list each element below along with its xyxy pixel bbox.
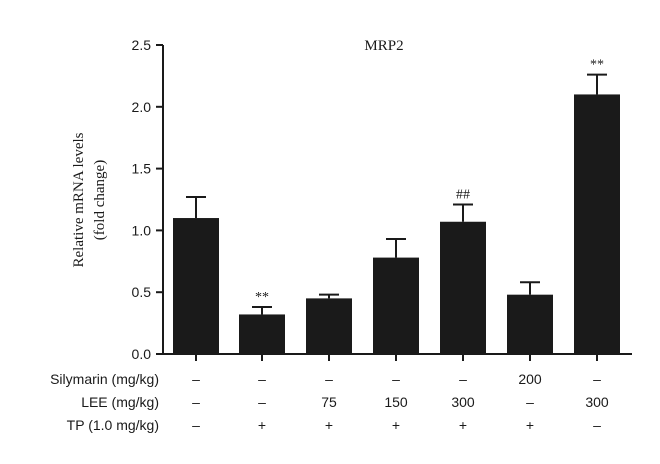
significance-label: ** — [590, 58, 604, 73]
treatment-cell: + — [325, 417, 333, 433]
significance-label: ** — [255, 290, 269, 305]
bar — [306, 298, 352, 354]
y-tick-label: 2.5 — [132, 37, 152, 53]
treatment-cell: – — [392, 371, 400, 387]
treatment-cell: – — [192, 371, 200, 387]
y-axis-label-line-1: Relative mRNA levels — [71, 132, 87, 267]
bar — [373, 257, 419, 354]
treatment-row-label: TP (1.0 mg/kg) — [67, 417, 159, 433]
bar — [239, 314, 285, 354]
treatment-cell: – — [258, 371, 266, 387]
y-tick-label: 2.0 — [132, 99, 152, 115]
treatment-cell: 300 — [451, 394, 475, 410]
treatment-cell: + — [258, 417, 266, 433]
treatment-cell: 300 — [585, 394, 609, 410]
treatment-cell: – — [192, 394, 200, 410]
treatment-cell: + — [459, 417, 467, 433]
y-axis: 0.0 0.5 1.0 1.5 2.0 2.5 — [132, 37, 164, 362]
treatment-cell: + — [526, 417, 534, 433]
bars: ** ## ** — [173, 58, 620, 354]
significance-label: ## — [456, 187, 470, 202]
treatment-row-label: LEE (mg/kg) — [81, 394, 159, 410]
treatment-table: Silymarin (mg/kg) – – – – – 200 – LEE (mg/kg) – – 7… — [50, 371, 609, 433]
treatment-cell: + — [392, 417, 400, 433]
bar — [440, 221, 486, 354]
treatment-row-label: Silymarin (mg/kg) — [50, 371, 159, 387]
treatment-cell: – — [593, 417, 601, 433]
y-tick-label: 0.5 — [132, 284, 152, 300]
treatment-cell: 200 — [518, 371, 542, 387]
treatment-cell: – — [325, 371, 333, 387]
y-tick-label: 0.0 — [132, 346, 152, 362]
bar — [574, 94, 620, 354]
y-tick-label: 1.0 — [132, 222, 152, 238]
chart-title: MRP2 — [364, 38, 403, 54]
y-tick-label: 1.5 — [132, 161, 152, 177]
x-axis — [163, 353, 632, 361]
treatment-cell: – — [258, 394, 266, 410]
treatment-cell: 150 — [384, 394, 408, 410]
treatment-cell: – — [192, 417, 200, 433]
treatment-cell: – — [459, 371, 467, 387]
treatment-cell: – — [526, 394, 534, 410]
y-axis-label-line-2: (fold change) — [92, 160, 108, 240]
treatment-cell: 75 — [321, 394, 337, 410]
bar — [173, 218, 219, 354]
treatment-cell: – — [593, 371, 601, 387]
bar — [507, 294, 553, 354]
